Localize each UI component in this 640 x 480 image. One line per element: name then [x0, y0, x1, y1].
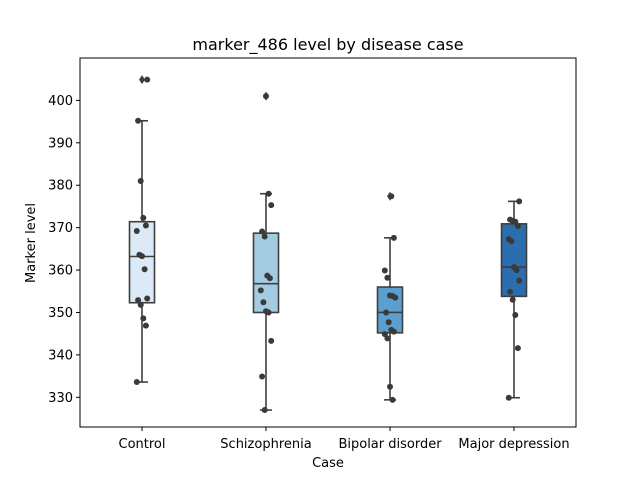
- chart-title: marker_486 level by disease case: [192, 35, 463, 55]
- y-tick-label: 400: [48, 94, 73, 109]
- data-point: [133, 228, 140, 235]
- data-point: [137, 178, 144, 184]
- data-point: [263, 93, 269, 100]
- data-point: [387, 292, 393, 299]
- data-point: [514, 345, 521, 352]
- x-axis-label: Case: [312, 456, 344, 471]
- data-point: [136, 251, 143, 258]
- data-point: [135, 297, 142, 304]
- box-group: [500, 198, 528, 401]
- data-point: [390, 234, 397, 241]
- data-point: [389, 396, 396, 403]
- data-point: [264, 272, 271, 279]
- y-tick-label: 350: [48, 306, 73, 321]
- data-point: [133, 379, 140, 386]
- data-point: [516, 198, 523, 205]
- data-point: [509, 296, 516, 303]
- data-point: [144, 76, 151, 83]
- data-point: [259, 228, 266, 235]
- data-point: [135, 117, 142, 124]
- y-axis-label: Marker level: [24, 203, 39, 283]
- y-tick-label: 340: [48, 348, 73, 363]
- data-point: [263, 308, 269, 315]
- data-point: [387, 383, 393, 390]
- box-group: [252, 91, 280, 414]
- x-tick-label: Schizophrenia: [220, 437, 311, 452]
- data-point: [511, 264, 517, 271]
- data-point: [260, 299, 267, 306]
- data-point: [268, 337, 275, 344]
- data-point: [140, 315, 147, 322]
- data-point: [144, 295, 151, 302]
- y-axis: 330 340 350 360 370 380 390 400: [48, 94, 80, 406]
- plot-area: [79, 57, 577, 428]
- box: [128, 220, 156, 304]
- x-tick-label: Bipolar disorder: [338, 437, 442, 452]
- data-point: [384, 274, 391, 281]
- data-point: [137, 301, 144, 308]
- data-point: [505, 236, 512, 243]
- y-tick-label: 390: [48, 136, 73, 151]
- plot-frame: [79, 57, 577, 428]
- y-tick-label: 330: [48, 391, 73, 406]
- data-point: [261, 407, 268, 414]
- data-point: [512, 312, 519, 319]
- data-point: [142, 222, 149, 229]
- data-point: [388, 193, 395, 200]
- x-tick-label: Control: [119, 437, 166, 452]
- outlier-marker: [139, 75, 145, 85]
- data-point: [142, 322, 149, 329]
- box-group: [376, 191, 404, 403]
- data-point: [388, 326, 395, 333]
- data-point: [507, 216, 514, 223]
- data-point: [140, 214, 147, 221]
- data-point: [516, 277, 523, 284]
- box-group: [128, 75, 156, 386]
- data-point: [257, 287, 264, 294]
- data-point: [385, 319, 392, 326]
- data-point: [265, 190, 272, 197]
- data-point: [383, 309, 390, 316]
- x-tick-label: Major depression: [458, 437, 569, 452]
- data-point: [507, 288, 514, 295]
- data-point: [141, 266, 148, 273]
- box: [252, 232, 280, 314]
- data-point: [268, 202, 275, 209]
- data-point: [381, 267, 388, 274]
- data-point: [261, 233, 268, 240]
- y-tick-label: 360: [48, 264, 73, 279]
- y-tick-label: 370: [48, 221, 73, 236]
- box: [500, 223, 528, 298]
- x-axis: Control Schizophrenia Bipolar disorder Majo…: [119, 427, 570, 452]
- data-point: [259, 373, 266, 380]
- data-point: [505, 394, 512, 401]
- y-tick-label: 380: [48, 179, 73, 194]
- data-point: [381, 331, 388, 338]
